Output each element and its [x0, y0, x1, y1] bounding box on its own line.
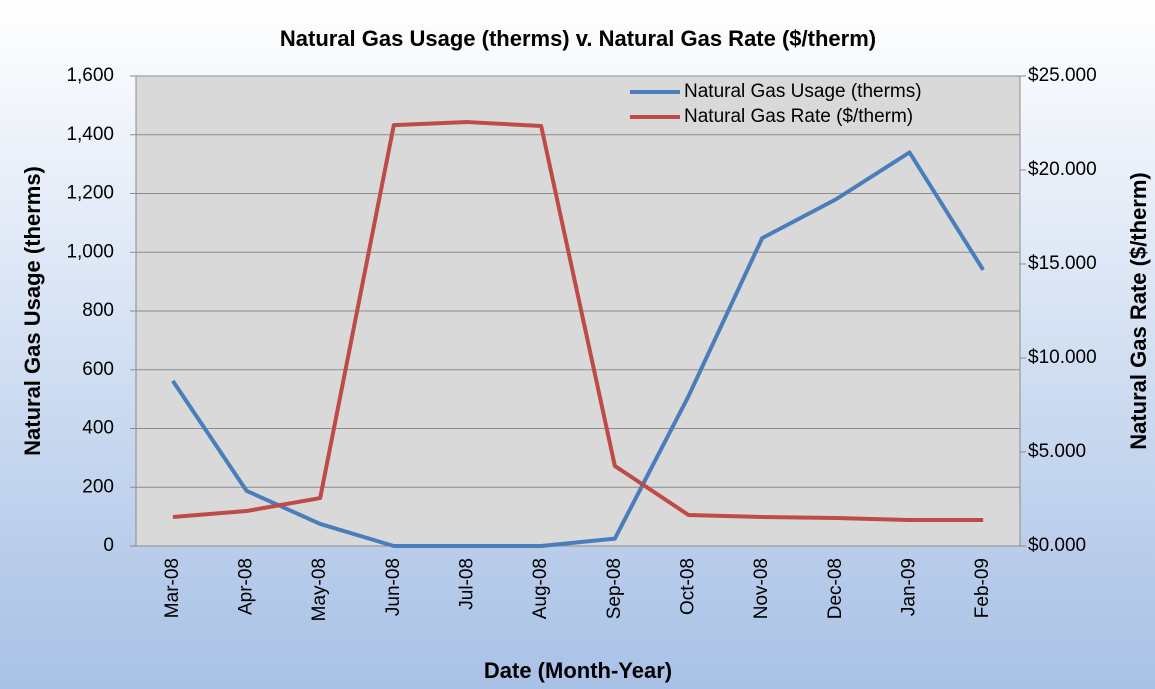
x-tick-label: Sep-08	[604, 558, 625, 619]
x-tick-label: Jul-08	[457, 558, 478, 610]
y2-tick-label: $15.000	[1028, 253, 1097, 274]
y-tick-label: 1,400	[66, 124, 114, 145]
y-tick-label: 1,200	[66, 183, 114, 204]
y-tick-label: 200	[82, 476, 114, 497]
x-tick-label: Mar-08	[162, 558, 183, 618]
x-tick-label: Jan-09	[899, 558, 920, 616]
y-tick-label: 1,600	[66, 65, 114, 86]
data-line	[171, 150, 985, 548]
y-axis-title: Natural Gas Usage (therms)	[20, 166, 45, 456]
y2-tick-label: $5.000	[1028, 441, 1086, 462]
y-tick-label: 400	[82, 418, 114, 439]
x-axis-title: Date (Month-Year)	[484, 658, 672, 683]
x-tick-label: Oct-08	[678, 558, 699, 615]
chart-title: Natural Gas Usage (therms) v. Natural Ga…	[280, 26, 876, 51]
y-tick-label: 800	[82, 300, 114, 321]
x-tick-label: Aug-08	[530, 558, 551, 619]
y2-tick-label: $0.000	[1028, 535, 1086, 556]
y2-tick-label: $10.000	[1028, 347, 1097, 368]
y2-tick-label: $25.000	[1028, 65, 1097, 86]
x-tick-label: Jun-08	[383, 558, 404, 616]
x-tick-label: Nov-08	[751, 558, 772, 619]
legend-label: Natural Gas Rate ($/therm)	[684, 106, 913, 127]
y-tick-label: 600	[82, 359, 114, 380]
x-tick-label: May-08	[309, 558, 330, 621]
data-line	[172, 120, 984, 523]
y-tick-label: 1,000	[66, 241, 114, 262]
y2-tick-label: $20.000	[1028, 159, 1097, 180]
x-tick-label: Dec-08	[825, 558, 846, 619]
y-tick-label: 0	[103, 535, 114, 556]
x-tick-label: Apr-08	[236, 558, 257, 615]
legend-label: Natural Gas Usage (therms)	[684, 81, 922, 102]
x-tick-label: Feb-09	[972, 558, 993, 618]
y2-axis-title: Natural Gas Rate ($/therm)	[1126, 172, 1151, 450]
